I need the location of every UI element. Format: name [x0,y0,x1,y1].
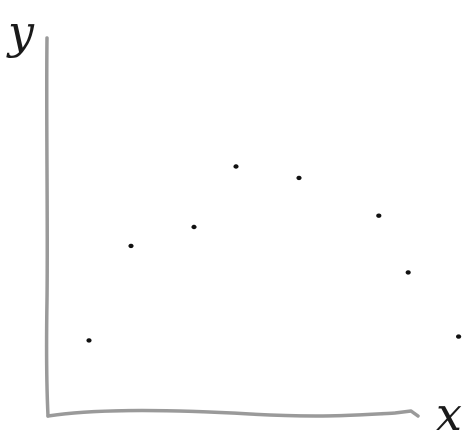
data-point [296,175,302,181]
y-axis-label: y [6,5,35,59]
data-point [128,243,134,249]
data-point [191,224,197,230]
data-point [376,213,382,218]
y-axis [44,36,50,418]
data-points [86,164,462,343]
data-point [456,334,462,339]
data-point [405,270,411,275]
data-point [233,164,239,169]
x-axis [46,408,420,418]
x-axis-label: x [436,387,462,437]
data-point [86,338,92,343]
